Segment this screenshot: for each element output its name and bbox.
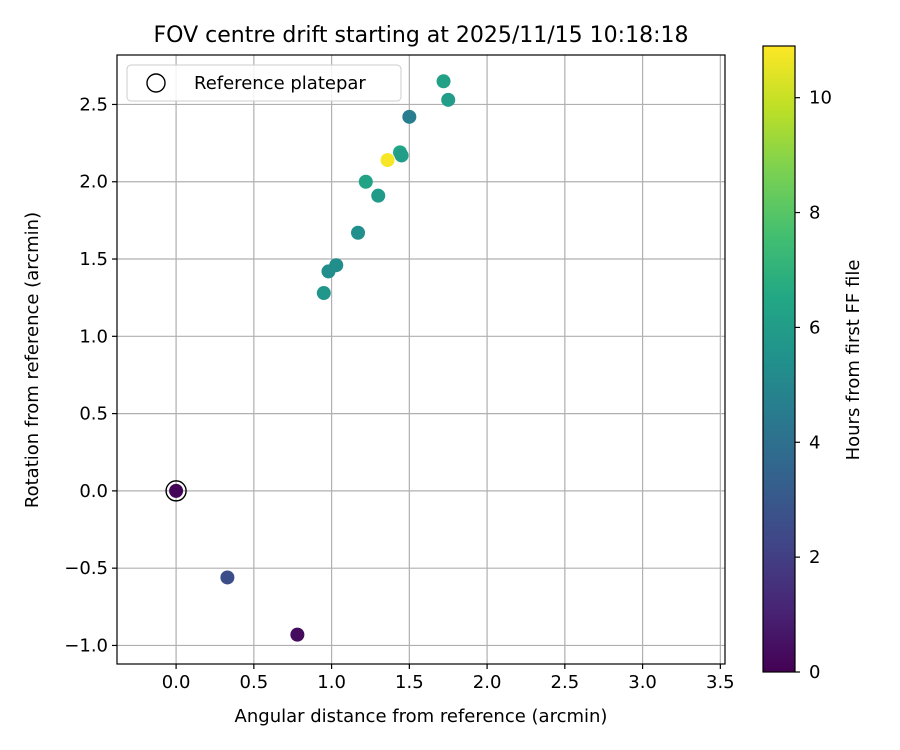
colorbar-tick-label: 0 — [809, 662, 820, 683]
axis-ticks: 0.0 0.5 1.0 1.5 2.0 2.5 3.0 3.5 −1.0 −0.5 0.0 0.5 1.… — [64, 94, 734, 693]
y-tick-label: 1.5 — [79, 249, 108, 270]
colorbar-tick-label: 6 — [809, 317, 820, 338]
colorbar: 0 2 4 6 8 10 Hours from first FF file — [762, 45, 864, 683]
colorbar-label: Hours from first FF file — [843, 260, 864, 461]
x-tick-label: 3.5 — [706, 672, 735, 693]
colorbar-tick-label: 2 — [809, 547, 820, 568]
y-tick-label: 0.5 — [79, 404, 108, 425]
reference-marker — [165, 480, 187, 502]
y-tick-label: −1.0 — [64, 635, 108, 656]
legend: Reference platepar — [126, 64, 402, 102]
data-point — [436, 74, 451, 89]
data-point — [316, 286, 331, 301]
data-point — [394, 148, 409, 163]
colorbar-ticks: 0 2 4 6 8 10 — [795, 88, 832, 683]
y-tick-label: 0.0 — [79, 481, 108, 502]
plot-frame — [116, 54, 726, 665]
x-tick-label: 0.0 — [162, 672, 191, 693]
data-point — [380, 153, 395, 168]
y-tick-label: −0.5 — [64, 558, 108, 579]
colorbar-tick-label: 4 — [809, 432, 820, 453]
x-tick-label: 2.5 — [551, 672, 580, 693]
legend-box — [126, 64, 402, 102]
data-point — [358, 174, 373, 189]
y-axis-label: Rotation from reference (arcmin) — [22, 212, 43, 508]
chart-title: FOV centre drift starting at 2025/11/15 … — [154, 23, 689, 48]
x-tick-label: 1.0 — [317, 672, 346, 693]
x-tick-label: 3.0 — [628, 672, 657, 693]
data-point — [169, 483, 184, 498]
x-tick-label: 1.5 — [395, 672, 424, 693]
data-point — [329, 258, 344, 273]
y-tick-label: 2.0 — [79, 172, 108, 193]
data-point — [402, 109, 417, 124]
data-point — [351, 225, 366, 240]
colorbar-tick-label: 10 — [809, 88, 832, 109]
y-tick-label: 2.5 — [79, 94, 108, 115]
x-axis-label: Angular distance from reference (arcmin) — [235, 706, 608, 727]
grid-lines — [117, 55, 725, 664]
data-point — [290, 627, 305, 642]
data-point — [371, 188, 386, 203]
colorbar-gradient — [762, 45, 796, 673]
x-tick-label: 0.5 — [240, 672, 269, 693]
x-tick-label: 2.0 — [473, 672, 502, 693]
data-point — [441, 92, 456, 107]
data-points — [165, 74, 456, 642]
colorbar-tick-label: 8 — [809, 203, 820, 224]
data-point — [220, 570, 235, 585]
legend-label-reference: Reference platepar — [194, 73, 366, 94]
y-tick-label: 1.0 — [79, 326, 108, 347]
legend-marker-reference — [146, 73, 166, 93]
